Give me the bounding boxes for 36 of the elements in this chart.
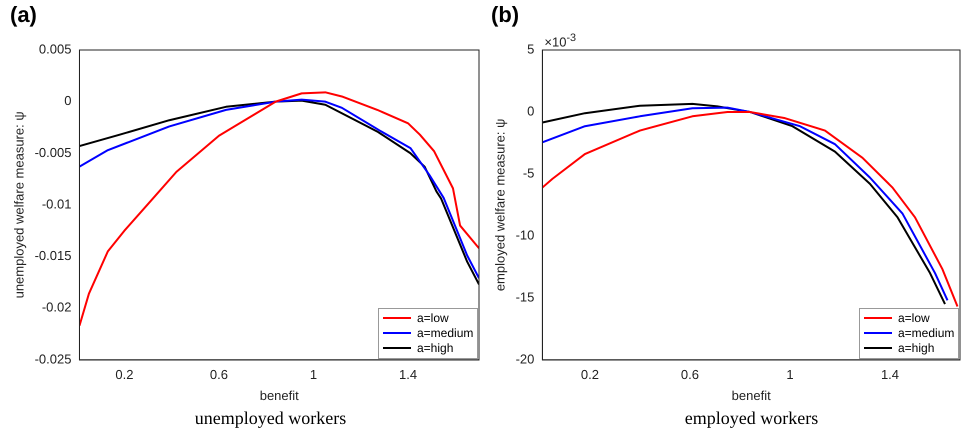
y-tick-label: -0.005 — [34, 144, 72, 160]
x-tick-label: 1 — [786, 367, 794, 382]
x-tick-label: 1 — [310, 367, 318, 382]
x-tick-label: 1.4 — [880, 367, 900, 382]
x-tick-label: 0.2 — [115, 367, 134, 382]
legend-label: a=high — [417, 341, 454, 356]
y-tick-label: -5 — [522, 166, 534, 180]
chart-title: (a) — [10, 2, 37, 28]
legend-label: a=low — [417, 311, 449, 326]
x-tick-label: 0.6 — [680, 367, 699, 382]
y-tick-label: -20 — [516, 351, 534, 366]
y-tick-label: -15 — [516, 289, 534, 304]
y-tick-label: 0 — [527, 104, 534, 119]
y-axis-title: unemployed welfare measure: ψ — [11, 111, 26, 298]
x-axis-title: benefit — [732, 388, 772, 403]
y-tick-label: 0.005 — [38, 42, 72, 57]
legend-label: a=low — [898, 311, 930, 326]
legend-label: a=medium — [417, 326, 474, 340]
text: ×10$^{-3}$ — [544, 32, 576, 50]
y-axis-title: employed welfare measure: ψ — [492, 118, 508, 292]
legend-label: a=high — [898, 341, 934, 356]
x-tick-label: 0.2 — [580, 367, 599, 382]
y-tick-label: 0 — [64, 93, 72, 108]
legend-label: a=medium — [898, 326, 954, 340]
text: unemployed workers — [194, 408, 348, 429]
y-tick-label: -0.01 — [42, 196, 72, 212]
x-tick-label: 0.6 — [210, 367, 228, 382]
x-axis-title: benefit — [260, 388, 300, 403]
y-tick-label: -10 — [516, 227, 534, 242]
chart-title: (b) — [491, 2, 520, 28]
text: employed workers — [684, 408, 820, 429]
y-tick-label: -0.025 — [34, 351, 72, 366]
y-tick-label: 5 — [527, 42, 534, 57]
y-tick-label: -0.02 — [42, 300, 72, 315]
x-tick-label: 1.4 — [399, 367, 418, 382]
y-tick-label: -0.015 — [34, 248, 72, 264]
